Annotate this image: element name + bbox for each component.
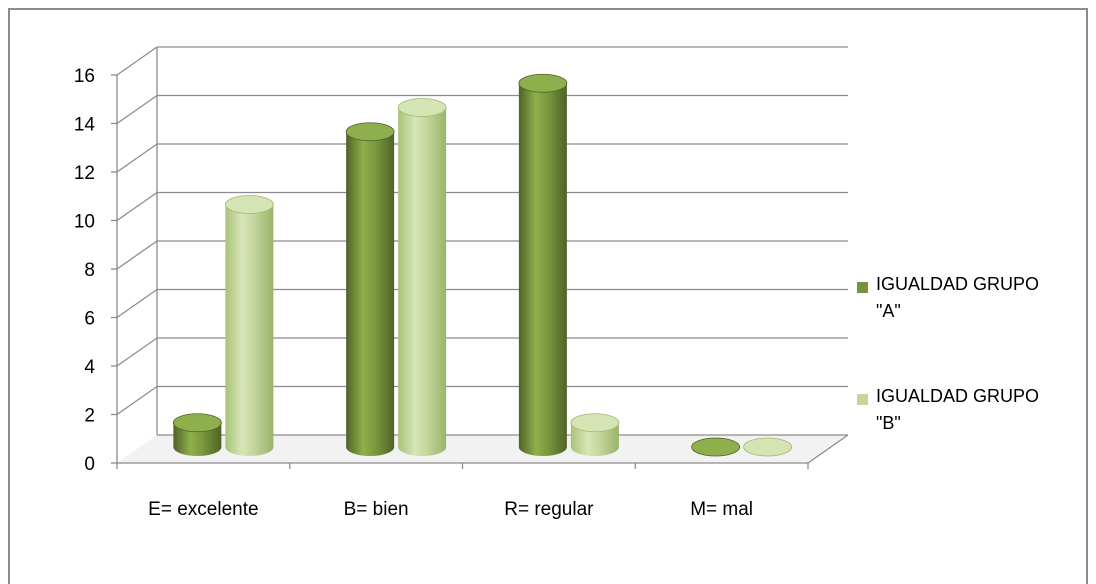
bar-top [518, 73, 568, 93]
gridline-diagonal [116, 337, 158, 367]
category-labels: E= excelente B= bien R= regular M= mal [148, 499, 753, 520]
bar-body [518, 83, 567, 456]
y-tick-label: 14 [74, 115, 96, 136]
category-label: M= mal [690, 499, 753, 520]
legend-swatch [857, 282, 868, 293]
gridline-diagonal [116, 94, 158, 125]
y-tick-label: 0 [84, 454, 95, 475]
legend-label: IGUALDAD GRUPO "B" [876, 386, 1039, 433]
y-tick-label: 10 [74, 212, 95, 233]
bar-body [570, 422, 619, 456]
bar-top [743, 437, 793, 457]
axes [111, 47, 849, 469]
bar [743, 437, 793, 457]
y-tick-labels: 0 2 4 6 8 10 12 14 16 [74, 66, 96, 475]
bar-body [346, 131, 395, 456]
category-label: R= regular [504, 499, 594, 520]
bar-body [225, 204, 274, 456]
bar [345, 122, 395, 456]
bar [172, 413, 222, 456]
category-label: E= excelente [148, 499, 258, 520]
gridline-diagonal [116, 288, 158, 319]
bar-top [172, 413, 222, 433]
bar-body [173, 422, 222, 456]
category-label: B= bien [344, 499, 409, 520]
bar-body [398, 107, 447, 456]
gridline-diagonal [116, 385, 158, 416]
gridline-diagonal [116, 240, 158, 270]
bars [172, 73, 793, 457]
y-tick-label: 6 [84, 309, 95, 330]
bar [570, 413, 620, 456]
bar-top [224, 195, 274, 214]
bar-top [397, 98, 447, 117]
bar [224, 195, 274, 456]
chart-floor [117, 435, 848, 463]
floor-edge [807, 434, 849, 464]
y-tick-label: 12 [74, 163, 95, 184]
gridline-diagonal [116, 46, 158, 76]
bar [397, 98, 447, 456]
bar-top [691, 437, 741, 457]
bar-top [570, 413, 620, 433]
y-tick-label: 16 [74, 66, 95, 87]
legend-label: IGUALDAD GRUPO "A" [876, 274, 1039, 321]
y-tick-label: 8 [84, 260, 95, 281]
legend-swatch [857, 394, 868, 405]
y-tick-label: 2 [84, 406, 95, 427]
gridline-diagonal [116, 191, 158, 222]
legend-item: IGUALDAD GRUPO "A" [857, 274, 1039, 321]
bar [518, 73, 568, 456]
gridline-diagonal [116, 143, 158, 173]
legend: IGUALDAD GRUPO "A" IGUALDAD GRUPO "B" [857, 274, 1039, 433]
bar [691, 437, 741, 457]
bar-top [345, 122, 395, 142]
legend-item: IGUALDAD GRUPO "B" [857, 386, 1039, 433]
y-tick-label: 4 [84, 357, 95, 378]
